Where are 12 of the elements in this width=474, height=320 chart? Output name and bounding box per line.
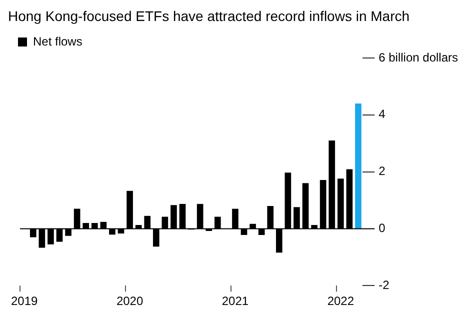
y-tick-label: -2	[378, 278, 390, 292]
bar	[355, 104, 362, 229]
x-tick-label: 2019	[10, 294, 38, 308]
y-tick-label: 2	[378, 164, 386, 178]
x-tick-label: 2022	[327, 294, 354, 308]
y-tick-label: 6 billion dollars	[378, 50, 458, 64]
y-tick-label: 4	[378, 107, 386, 122]
x-tick-label: 2020	[116, 294, 144, 308]
x-tick-label: 2021	[222, 294, 249, 308]
legend-label: Net flows	[33, 34, 82, 48]
y-tick-label: 0	[378, 221, 386, 236]
chart-title: Hong Kong-focused ETFs have attracted record inflows in March	[8, 8, 411, 24]
